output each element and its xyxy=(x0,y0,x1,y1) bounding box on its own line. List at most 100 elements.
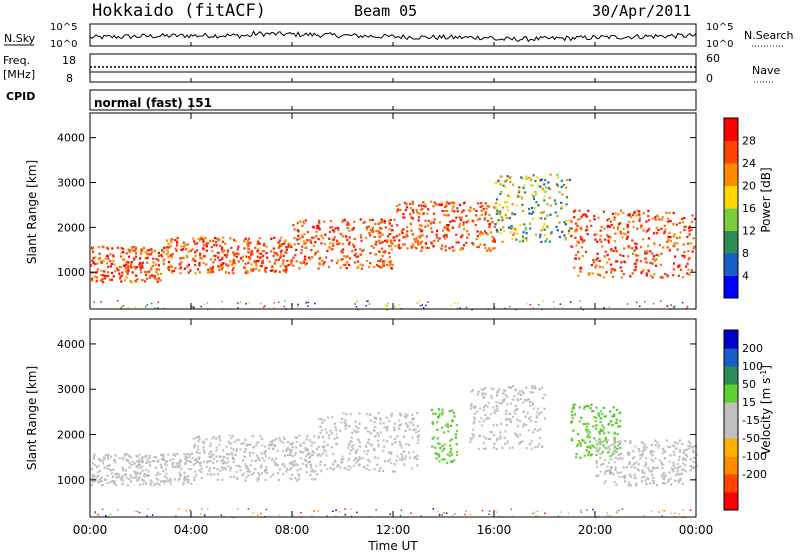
echo-cell xyxy=(141,279,144,282)
echo-cell xyxy=(399,443,402,446)
echo-cell xyxy=(601,245,604,248)
echo-cell xyxy=(415,209,418,212)
echo-cell xyxy=(641,476,644,479)
echo-cell xyxy=(686,455,689,458)
echo-cell xyxy=(197,448,200,451)
echo-cell xyxy=(492,424,495,427)
echo-cell xyxy=(104,478,107,481)
echo-cell xyxy=(506,418,510,421)
echo-cell xyxy=(443,447,446,450)
echo-cell xyxy=(237,464,240,467)
echo-cell xyxy=(592,410,595,413)
echo-cell xyxy=(144,455,147,458)
echo-cell xyxy=(433,436,436,439)
echo-cell xyxy=(221,462,224,465)
echo-cell xyxy=(296,469,299,472)
echo-cell xyxy=(178,471,181,474)
echo-cell xyxy=(528,222,532,225)
echo-cell xyxy=(338,429,342,433)
echo-cell xyxy=(469,206,472,209)
echo-cell xyxy=(352,444,355,447)
echo-cell xyxy=(487,437,490,440)
echo-cell xyxy=(241,259,245,262)
echo-cell xyxy=(615,483,618,486)
echo-cell xyxy=(306,230,309,234)
echo-cell xyxy=(386,235,390,238)
echo-cell xyxy=(107,453,110,456)
noise-cell xyxy=(532,512,534,515)
echo-cell xyxy=(221,246,224,249)
echo-cell xyxy=(619,230,622,233)
echo-cell xyxy=(221,258,224,261)
echo-cell xyxy=(533,428,536,431)
echo-cell xyxy=(155,473,158,476)
echo-cell xyxy=(249,241,252,244)
echo-cell xyxy=(149,253,152,256)
echo-cell xyxy=(229,260,232,263)
echo-cell xyxy=(205,438,208,441)
echo-cell xyxy=(342,242,345,245)
echo-cell xyxy=(223,249,226,252)
noise-cell xyxy=(681,516,683,519)
echo-cell xyxy=(441,413,444,416)
echo-cell xyxy=(446,425,449,428)
echo-cell xyxy=(379,235,382,238)
echo-cell xyxy=(188,453,191,456)
noise-cell xyxy=(603,307,605,309)
echo-cell xyxy=(613,480,616,484)
echo-cell xyxy=(259,264,262,267)
echo-cell xyxy=(598,448,601,451)
echo-cell xyxy=(440,203,443,206)
echo-cell xyxy=(610,267,613,270)
echo-cell xyxy=(247,240,250,243)
echo-cell xyxy=(152,261,155,264)
echo-cell xyxy=(194,254,197,257)
echo-cell xyxy=(232,251,235,254)
noise-cell xyxy=(257,514,259,516)
echo-cell xyxy=(250,263,253,266)
echo-cell xyxy=(380,247,384,250)
echo-cell xyxy=(138,476,141,479)
echo-cell xyxy=(431,421,434,424)
echo-cell xyxy=(653,273,656,276)
echo-cell xyxy=(521,389,524,392)
y-tick-label: 3000 xyxy=(57,383,85,396)
echo-cell xyxy=(196,460,199,463)
echo-cell xyxy=(124,267,128,270)
echo-cell xyxy=(186,453,189,456)
echo-cell xyxy=(356,430,360,433)
echo-cell xyxy=(382,449,385,452)
echo-cell xyxy=(445,234,448,237)
echo-cell xyxy=(396,210,399,213)
echo-cell xyxy=(625,466,629,469)
echo-cell xyxy=(253,260,256,263)
echo-cell xyxy=(560,185,563,189)
echo-cell xyxy=(596,257,599,260)
echo-cell xyxy=(654,216,657,219)
echo-cell xyxy=(348,236,351,239)
echo-cell xyxy=(538,437,541,440)
echo-cell xyxy=(367,430,370,433)
echo-cell xyxy=(585,214,588,217)
echo-cell xyxy=(303,458,306,461)
echo-cell xyxy=(631,239,634,242)
echo-cell xyxy=(286,259,289,262)
echo-cell xyxy=(665,439,668,442)
echo-cell xyxy=(126,272,129,275)
echo-cell xyxy=(450,438,453,441)
echo-cell xyxy=(237,438,240,442)
echo-cell xyxy=(202,446,205,449)
echo-cell xyxy=(316,225,319,228)
echo-cell xyxy=(216,460,219,463)
echo-cell xyxy=(268,456,271,460)
echo-cell xyxy=(670,483,673,486)
echo-cell xyxy=(501,399,504,402)
echo-cell xyxy=(462,209,465,212)
echo-cell xyxy=(676,264,680,267)
noise-cell xyxy=(300,515,303,518)
echo-cell xyxy=(441,449,444,452)
echo-cell xyxy=(319,463,322,466)
echo-cell xyxy=(138,464,141,467)
echo-cell xyxy=(355,430,358,433)
echo-cell xyxy=(350,440,353,444)
